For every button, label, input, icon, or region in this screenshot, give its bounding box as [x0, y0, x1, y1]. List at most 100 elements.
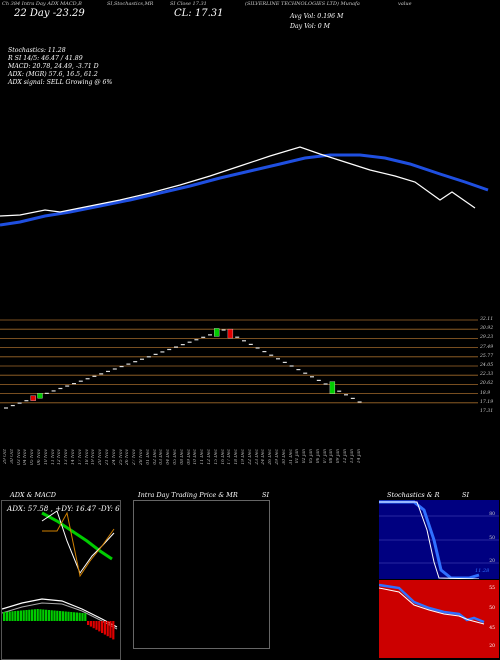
candle-mark — [167, 348, 172, 351]
date-axis-label: 04 Nov — [23, 449, 29, 465]
macd-histogram-bar — [53, 610, 56, 621]
candle-body — [37, 393, 43, 399]
adx-macd-panel: ADX: 57.58 , +DY: 16.47 -DY: 61.18 — [1, 500, 121, 660]
macd-histogram-bar — [64, 611, 67, 621]
macd-line — [2, 598, 118, 628]
date-axis-label: 27 Nov — [132, 449, 138, 465]
date-axis-label: 05 Dec — [173, 449, 178, 465]
candles — [4, 328, 362, 409]
header-title-left2: SI,Stochastics,MR — [107, 1, 154, 7]
candle-body — [214, 328, 220, 337]
stochastics-readout: Stochastics: 11.28 — [8, 47, 66, 54]
header-close: SI Close 17.31 — [170, 1, 207, 7]
candle-mark — [4, 407, 8, 409]
date-axis-label: 06 Nov — [37, 449, 42, 465]
candle-mark — [140, 358, 144, 360]
stoch-panel-title: Stochastics & R — [387, 491, 440, 499]
macd-readout: MACD: 20.78, 24.49, -3.71 D — [8, 63, 99, 70]
candle-mark — [255, 347, 260, 349]
macd-histogram-bar — [56, 610, 59, 621]
candle-mark — [248, 343, 253, 345]
date-axis-label: 09 Dec — [186, 449, 192, 465]
adx-line — [41, 511, 113, 561]
candle-mark — [242, 340, 246, 342]
date-axis-label: 01 Dec — [145, 449, 151, 465]
adx-macd-svg — [2, 510, 118, 640]
macd-histogram-bar — [106, 621, 109, 637]
macd-histogram-bar — [78, 612, 81, 621]
intraday-panel — [133, 500, 270, 649]
macd-histogram — [3, 609, 115, 640]
candle-mark — [92, 375, 97, 377]
candle-mark — [160, 351, 165, 353]
date-axis-label: 05 Nov — [30, 449, 36, 465]
macd-histogram-bar — [8, 611, 11, 621]
stochastics-svg — [379, 500, 499, 579]
day-volume: Day Vol: 0 M — [290, 23, 331, 30]
macd-histogram-bar — [92, 621, 95, 629]
price-level-chart — [0, 319, 478, 409]
day-change: 22 Day -23.29 — [14, 8, 85, 19]
date-axis-label: 04 Dec — [166, 449, 172, 465]
macd-histogram-bar — [19, 610, 22, 621]
macd-histogram-bar — [101, 621, 104, 633]
price-axis-label: 22.33 — [480, 372, 494, 378]
price-axis-label: 17.19 — [480, 399, 494, 405]
date-axis-label: 07 Jan — [322, 449, 328, 464]
price-axis-label: 32.11 — [480, 317, 494, 322]
stoch-panel-title2: SI — [462, 491, 470, 499]
candle-body — [227, 328, 234, 339]
date-axis-label: 23 Dec — [254, 449, 260, 465]
macd-histogram-bar — [36, 609, 39, 621]
date-axis-label: 30 Oct — [9, 449, 15, 464]
candle-mark — [201, 336, 206, 338]
rsi-panel: 55 50 45 20 — [379, 580, 499, 658]
adx-readout: ADX: (MGR) 57.6, 16.5, 61.2 — [8, 71, 98, 78]
date-axis-label: 18 Nov — [84, 449, 90, 465]
date-axis-label: 10 Dec — [193, 449, 199, 465]
macd-histogram-bar — [89, 621, 92, 627]
price-axis-label: 20.62 — [480, 381, 494, 387]
date-axis-label: 19 Nov — [91, 449, 97, 465]
date-axis-label: 28 Nov — [139, 449, 144, 465]
date-axis-label: 02 Jan — [302, 449, 308, 464]
candle-mark — [78, 380, 83, 382]
macd-histogram-bar — [31, 609, 34, 621]
moving-average-chart — [0, 146, 489, 227]
date-axis-label: 06 Jan — [315, 449, 321, 464]
stoch-level-50: 50 — [489, 536, 495, 541]
macd-histogram-bar — [33, 609, 36, 621]
adx-panel-title: ADX & MACD — [10, 491, 56, 499]
macd-histogram-bar — [47, 610, 50, 621]
date-axis-label: 14 Nov — [71, 449, 76, 465]
close-price: CL: 17.31 — [174, 8, 224, 19]
date-axis-label: 11 Nov — [50, 449, 56, 465]
date-axis-label: 19 Dec — [241, 449, 246, 465]
macd-histogram-bar — [59, 611, 62, 621]
date-axis-label: 10 Nov — [43, 449, 49, 465]
price-axis-label: 24.05 — [480, 363, 494, 368]
date-axis-label: 11 Dec — [200, 449, 206, 465]
stochastics-panel: 80 50 20 11.28 — [379, 500, 499, 579]
candle-mark — [72, 383, 76, 385]
date-axis-label: 01 Jan — [295, 449, 301, 464]
stoch-d-line — [379, 500, 480, 579]
macd-histogram-bar — [25, 610, 28, 621]
date-axis-label: 12 Jan — [343, 449, 348, 464]
price-grid — [0, 319, 478, 404]
candle-mark — [112, 368, 117, 370]
price-axis-label: 27.49 — [480, 344, 494, 350]
date-axis-label: 14 Jan — [356, 449, 362, 464]
stoch-level-20: 20 — [489, 559, 495, 564]
candle-mark — [146, 356, 151, 358]
rsi-svg — [379, 583, 485, 625]
date-axis-label: 26 Nov — [125, 449, 131, 465]
date-axis-label: 09 Jan — [336, 449, 342, 464]
date-axis-label: 30 Dec — [281, 449, 287, 465]
candle-mark — [235, 336, 240, 338]
price-axis-label: 29.23 — [480, 335, 494, 341]
candle-mark — [17, 402, 22, 404]
candle-mark — [99, 373, 104, 375]
date-axis-label: 17 Dec — [227, 449, 233, 465]
header-title-left: Ch 384 Intra Day ADX MACD,B — [2, 1, 82, 7]
